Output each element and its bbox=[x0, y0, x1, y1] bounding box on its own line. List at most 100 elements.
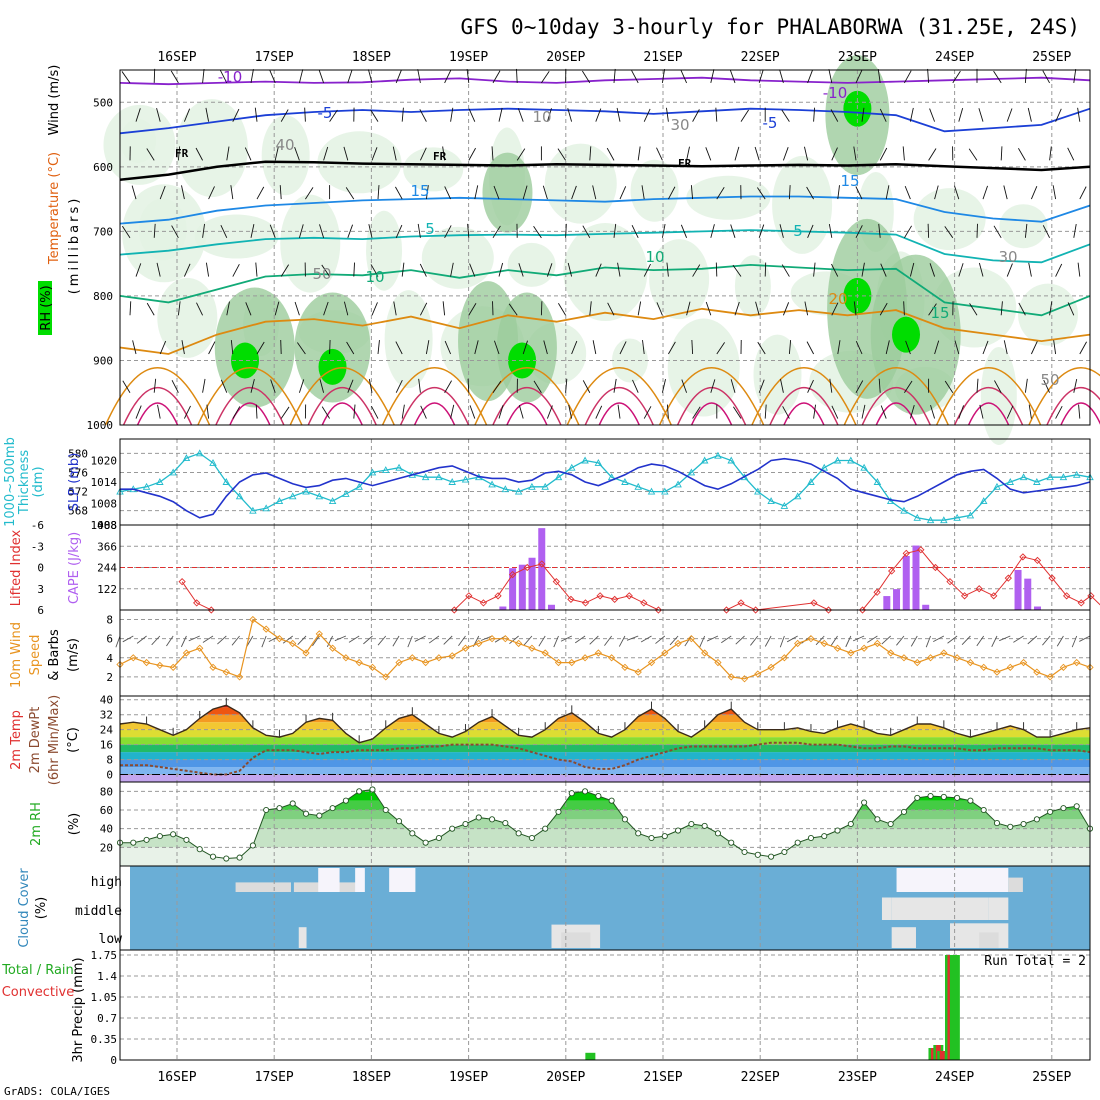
thickness-marker bbox=[873, 478, 882, 485]
left-label-wind10: 10m Wind bbox=[9, 622, 24, 688]
rh-marker bbox=[156, 833, 163, 840]
thickness-marker bbox=[979, 497, 988, 505]
series-thickness bbox=[119, 452, 1091, 521]
wind-barb bbox=[807, 379, 814, 393]
series-dewpt bbox=[120, 741, 1091, 776]
thickness-marker bbox=[674, 480, 682, 488]
wind-barb bbox=[1073, 68, 1077, 83]
rh-marker bbox=[635, 830, 642, 837]
y-tick-label-thickness: 572 bbox=[68, 486, 88, 499]
rh-shade-high bbox=[892, 316, 920, 353]
thickness-marker bbox=[302, 487, 310, 495]
isotherm-warm-arch bbox=[843, 367, 949, 426]
lifted-index-marker bbox=[737, 599, 745, 607]
rh-shade-light bbox=[772, 155, 833, 254]
left-label-convective: Convective bbox=[2, 985, 75, 1000]
wind-barb bbox=[710, 224, 715, 238]
wind-barb bbox=[734, 301, 740, 316]
wind-barb bbox=[661, 378, 666, 393]
wind-barb bbox=[135, 263, 142, 277]
wind-barb bbox=[788, 185, 791, 200]
thickness-marker bbox=[1046, 473, 1054, 481]
panel-cape-li: 122 244 366 488 -6 -3 0 3 6 Lifted Index CAPE (J/k… bbox=[9, 519, 1100, 617]
thickness-marker bbox=[860, 463, 868, 471]
lifted-index-marker bbox=[917, 546, 925, 554]
y-tick-label: 900 bbox=[93, 354, 113, 367]
wind-barb-10m bbox=[779, 635, 785, 648]
wind-barb bbox=[498, 262, 504, 277]
wind-barb bbox=[680, 69, 688, 84]
wind-barb bbox=[779, 224, 784, 238]
rh-shade-light bbox=[194, 214, 279, 259]
wind-barb bbox=[546, 263, 553, 277]
wind-barb bbox=[371, 302, 378, 316]
wind-speed-marker bbox=[328, 644, 337, 652]
left-label-wind10: (m/s) bbox=[66, 638, 81, 672]
wind-barb bbox=[958, 263, 964, 277]
wind-barb bbox=[177, 301, 181, 316]
rh-marker bbox=[728, 839, 735, 846]
wind-speed-marker bbox=[594, 649, 602, 657]
wind-barb bbox=[930, 405, 936, 419]
rh-marker bbox=[595, 792, 602, 800]
wind-barb bbox=[450, 404, 455, 419]
wind-barb bbox=[958, 108, 964, 122]
cloud-cell bbox=[355, 868, 365, 892]
rh-marker bbox=[249, 842, 256, 849]
rh-marker bbox=[196, 846, 203, 853]
wind-barb bbox=[878, 223, 881, 238]
thickness-marker bbox=[1006, 478, 1015, 485]
y-tick-label: 40 bbox=[100, 694, 113, 707]
wind-barb bbox=[343, 301, 349, 316]
wind-barb bbox=[159, 340, 167, 355]
wind-barb bbox=[879, 147, 888, 161]
wind-barb bbox=[944, 380, 954, 393]
wind-barb bbox=[146, 302, 155, 316]
wind-barb bbox=[788, 340, 792, 355]
wind-barb bbox=[232, 108, 240, 122]
isotherm-label: 5 bbox=[793, 222, 803, 240]
x-tick-label-bottom: 23SEP bbox=[838, 1070, 877, 1085]
cape-bar bbox=[499, 606, 507, 610]
rh-marker bbox=[1073, 803, 1080, 810]
wind-barb bbox=[498, 405, 504, 419]
wind-barb-10m bbox=[618, 635, 626, 647]
wind-barb bbox=[927, 68, 930, 83]
rh-marker bbox=[422, 839, 429, 846]
wind-barb bbox=[232, 406, 241, 419]
y-tick-label-slp: 1014 bbox=[91, 476, 118, 489]
wind-barb bbox=[159, 185, 166, 200]
left-label-temperature: Temperature (°C) bbox=[47, 152, 62, 265]
rh-marker bbox=[927, 792, 934, 800]
rh-marker bbox=[289, 800, 296, 807]
wind-barb bbox=[533, 225, 542, 239]
wind-barb bbox=[181, 340, 185, 355]
x-tick-label-bottom: 16SEP bbox=[157, 1070, 196, 1085]
y-tick-label: 8 bbox=[106, 614, 113, 627]
thickness-marker bbox=[1033, 478, 1041, 485]
isotherm-line bbox=[119, 160, 1091, 181]
wind-speed-marker bbox=[780, 654, 789, 662]
lifted-index-marker bbox=[465, 592, 473, 600]
wind-speed-marker bbox=[129, 654, 137, 662]
wind-barb bbox=[758, 69, 764, 84]
thickness-marker bbox=[182, 454, 191, 462]
wind-speed-marker bbox=[475, 639, 483, 648]
wind-barb bbox=[782, 302, 790, 316]
wind-barb-10m bbox=[560, 635, 572, 642]
wind-barb bbox=[637, 146, 641, 161]
wind-barb bbox=[498, 107, 503, 122]
wind-barb bbox=[668, 186, 676, 200]
rh-marker bbox=[449, 825, 456, 832]
wind-barb bbox=[274, 146, 279, 161]
thickness-marker bbox=[169, 468, 177, 476]
cape-bar bbox=[902, 556, 910, 610]
wind-barb bbox=[885, 340, 890, 355]
wind-speed-marker bbox=[262, 625, 270, 633]
lifted-index-marker bbox=[873, 588, 881, 596]
y-tick-label: high bbox=[91, 875, 122, 890]
wind-barb bbox=[319, 379, 325, 393]
x-tick-label-bottom: 18SEP bbox=[352, 1070, 391, 1085]
isotherm-warm-arch bbox=[751, 367, 857, 426]
wind-barb bbox=[1018, 302, 1026, 316]
